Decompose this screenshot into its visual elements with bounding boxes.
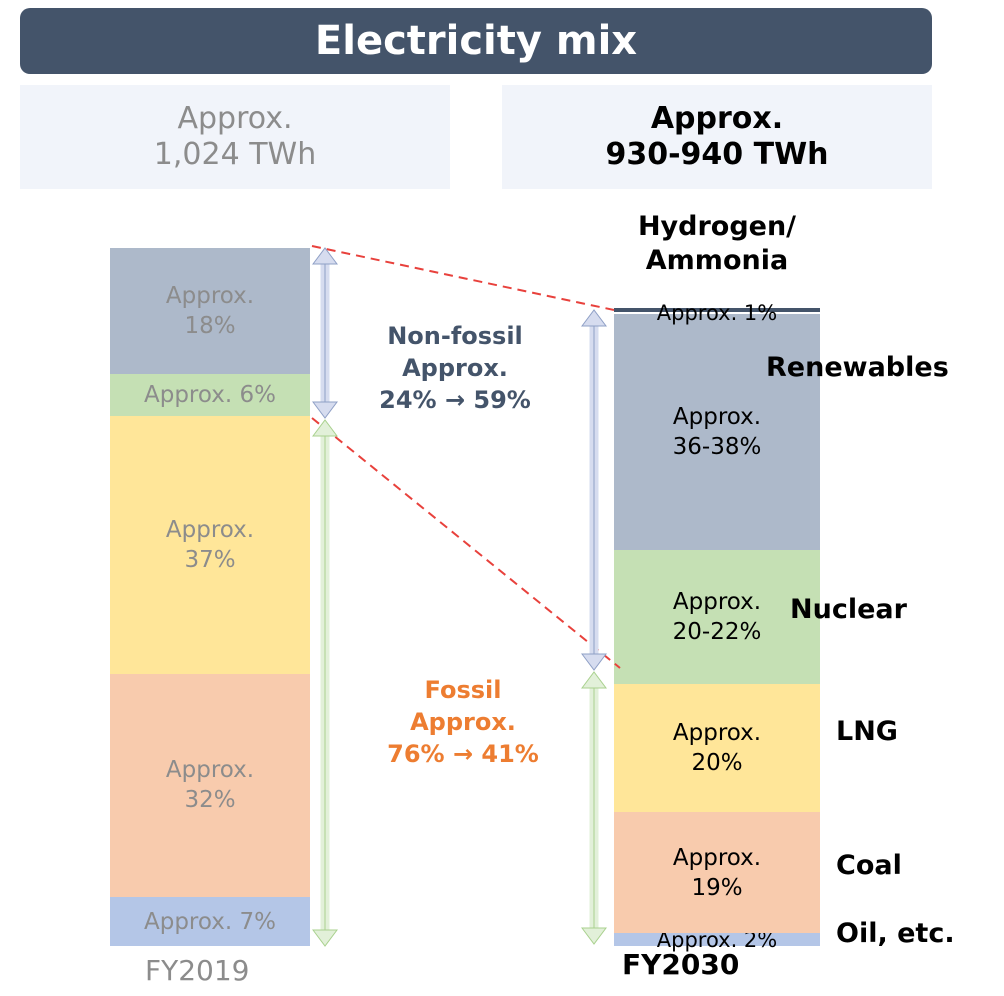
fossil-arrow-2019 xyxy=(312,419,338,947)
bar-label-fy2030-1-1: 19% xyxy=(691,874,743,901)
legend-hydrogen: Hydrogen/ Ammonia xyxy=(602,210,832,278)
bar-segment-fy2030-4: Approx. 36-38% xyxy=(614,314,820,551)
chart-title: Electricity mix xyxy=(20,8,932,74)
non-fossil-line2: Approx. xyxy=(402,354,508,382)
dashed-connector-bottom xyxy=(311,417,621,669)
legend-oil: Oil, etc. xyxy=(836,918,955,949)
bar-label-fy2019-1-1: 32% xyxy=(184,787,236,814)
bar-label-fy2030-1-0: Approx. xyxy=(672,844,762,871)
total-fy2019: Approx. 1,024 TWh xyxy=(20,85,450,189)
non-fossil-line3: 24% → 59% xyxy=(379,386,531,414)
bar-label-fy2030-2-1: 20% xyxy=(691,750,743,777)
legend-renewables: Renewables xyxy=(766,352,949,383)
non-fossil-arrow-2030 xyxy=(581,309,607,671)
bar-label-fy2019-4-1: 18% xyxy=(184,312,236,339)
legend-lng: LNG xyxy=(836,716,898,747)
fossil-arrow-2030 xyxy=(581,671,607,945)
bar-segment-fy2019-2: Approx. 37% xyxy=(110,415,310,674)
dashed-connector-top xyxy=(311,245,615,311)
category-fy2030: FY2030 xyxy=(622,948,740,981)
bar-segment-fy2030-2: Approx. 20% xyxy=(614,684,820,812)
bar-segment-fy2019-3: Approx. 6% xyxy=(110,373,310,416)
total-fy2030-line1: Approx. xyxy=(650,101,784,136)
bar-label-fy2030-5-0: Approx. 1% xyxy=(656,301,778,326)
non-fossil-line1: Non-fossil xyxy=(387,322,523,350)
bar-segment-fy2019-4: Approx. 18% xyxy=(110,248,310,374)
fossil-annotation: Fossil Approx. 76% → 41% xyxy=(348,674,578,770)
total-fy2019-line2: 1,024 TWh xyxy=(153,137,317,172)
category-fy2019: FY2019 xyxy=(145,954,250,987)
bar-label-fy2030-4-0: Approx. xyxy=(672,404,762,431)
bar-label-fy2019-4-0: Approx. xyxy=(165,282,255,309)
bar-label-fy2019-3-0: Approx. 6% xyxy=(144,381,276,408)
total-fy2030-line2: 930-940 TWh xyxy=(605,137,829,172)
legend-coal: Coal xyxy=(836,850,902,881)
legend-hydrogen-line2: Ammonia xyxy=(645,245,789,276)
legend-nuclear: Nuclear xyxy=(790,594,907,625)
legend-hydrogen-line1: Hydrogen/ xyxy=(637,211,797,242)
bar-label-fy2019-2-1: 37% xyxy=(184,546,236,573)
fossil-line1: Fossil xyxy=(424,676,502,704)
bar-label-fy2030-3-0: Approx. xyxy=(672,589,762,616)
bar-label-fy2019-0-0: Approx. 7% xyxy=(144,908,276,935)
bar-segment-fy2030-1: Approx. 19% xyxy=(614,812,820,934)
bar-segment-fy2030-5: Approx. 1% xyxy=(614,301,820,325)
bar-segment-fy2019-1: Approx. 32% xyxy=(110,673,310,898)
fossil-line3: 76% → 41% xyxy=(387,740,539,768)
non-fossil-arrow-2019 xyxy=(312,247,338,419)
bar-label-fy2030-3-1: 20-22% xyxy=(672,619,762,646)
fossil-line2: Approx. xyxy=(410,708,516,736)
bar-segment-fy2030-3: Approx. 20-22% xyxy=(614,550,820,685)
total-fy2019-line1: Approx. xyxy=(177,101,293,136)
non-fossil-annotation: Non-fossil Approx. 24% → 59% xyxy=(340,320,570,416)
bar-label-fy2019-1-0: Approx. xyxy=(165,757,255,784)
bar-label-fy2030-4-1: 36-38% xyxy=(672,434,762,461)
total-fy2030: Approx. 930-940 TWh xyxy=(502,85,932,189)
bar-segment-fy2019-0: Approx. 7% xyxy=(110,897,310,946)
bar-label-fy2019-2-0: Approx. xyxy=(165,516,255,543)
bar-label-fy2030-2-0: Approx. xyxy=(672,720,762,747)
